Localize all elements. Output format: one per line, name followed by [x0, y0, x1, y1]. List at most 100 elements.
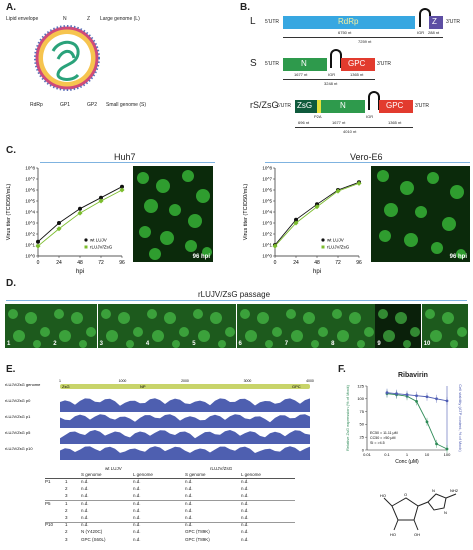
genome-s-gpc-label: GPC — [348, 59, 366, 68]
passage-tile-texture — [239, 309, 282, 348]
genome-rs-p2a-label: P2A — [314, 114, 322, 119]
virion-diagram — [34, 25, 100, 91]
y-tick-label: 10^2 — [25, 232, 35, 237]
genome-s-gpc-segment — [341, 58, 375, 71]
virion-label-envelope: Lipid envelope — [6, 16, 39, 22]
genome-l-total: 7259 nt — [358, 39, 372, 44]
panel-label-f: F. — [338, 364, 346, 375]
data-point — [119, 187, 125, 193]
x-tick-label: 1 — [406, 452, 409, 457]
svg-text:HO: HO — [390, 532, 396, 537]
x-tick-label: 0 — [37, 260, 40, 266]
genome-rs-total: 4010 nt — [343, 129, 357, 134]
table-cell: n.d. — [241, 486, 249, 492]
feature-gpc: GPC — [292, 384, 301, 389]
passage-tile: 3 — [97, 304, 144, 348]
coverage-tick-label: 1000 — [119, 379, 127, 383]
ngs-coverage: 1 1000 2000 3000 4000 ZsG NP GPC rLUJV/ZsG genom… — [5, 378, 315, 464]
table-cell: n.d. — [81, 486, 89, 492]
genome-rs: rS/ZsG 5'UTR ZsG N GPC 3'UTR P2A IGR 696… — [250, 91, 470, 130]
table-passage: P10 — [45, 522, 54, 528]
y-tick-label: 10^8 — [262, 166, 272, 171]
genome-rs-zsg-label: ZsG — [297, 101, 313, 110]
table-cell: n.d. — [185, 479, 193, 484]
table-col-2: L genome — [133, 472, 153, 477]
table-cell: GPC (T89K) — [185, 529, 210, 535]
ribavirin-structure: HO O HO OH N N NH2 — [380, 488, 459, 537]
genome-s-utr3: 3'UTR — [377, 61, 392, 67]
genome-s-n-label: N — [301, 59, 307, 68]
x-tick-label: 48 — [314, 260, 320, 266]
table-row: 2 n.d. n.d. n.d. n.d. — [45, 508, 295, 515]
table-cell: n.d. — [185, 500, 193, 506]
x-tick-label: 24 — [56, 260, 62, 266]
genome-l-rdrp-label: RdRp — [338, 17, 359, 26]
passage-title: rLUJV/ZsG passage — [198, 290, 271, 299]
genome-rs-n-segment — [321, 100, 365, 113]
passage-tile-label: 1 — [7, 341, 11, 347]
genome-l-total-line — [283, 37, 443, 38]
genome-l-utr5: 5'UTR — [265, 19, 280, 25]
x-tick-label: 48 — [77, 260, 83, 266]
genome-s: S 5'UTR N IGR GPC 3'UTR 1677 nt 1365 nt — [250, 49, 470, 82]
table-cell: n.d. — [241, 536, 249, 542]
panel-label-d: D. — [6, 278, 16, 289]
genome-s-n-segment — [283, 58, 327, 71]
table-group-rule — [45, 500, 295, 502]
table-group-r: rLUJV/ZsG — [210, 466, 233, 471]
genome-map-bar — [60, 384, 310, 389]
passage-tile-label: 8 — [331, 341, 335, 347]
table-cell: N (Y420C) — [81, 529, 103, 535]
table-cell: n.d. — [133, 536, 141, 542]
data-point — [425, 420, 429, 424]
table-cell: n.d. — [133, 529, 141, 535]
genome-s-len-n: 1677 nt — [294, 72, 308, 77]
y2-axis-label: Cell viability (ATP content, % of Mock) — [458, 384, 463, 452]
data-point — [36, 239, 40, 244]
series-line — [37, 189, 123, 247]
genome-s-igr-label: IGR — [328, 72, 336, 77]
data-point — [99, 195, 103, 200]
table-cell: n.d. — [185, 522, 193, 528]
genome-rs-utr3: 3'UTR — [415, 103, 430, 109]
y-tick-label: 10^2 — [262, 232, 272, 237]
mutation-table: wt LUJV rLUJV/ZsG S genome L genome S ge… — [45, 466, 305, 546]
series-line — [274, 182, 360, 247]
table-cell: n.d. — [133, 522, 141, 528]
y-tick-label: 125 — [357, 383, 364, 388]
genome-l-rdrp-segment — [283, 16, 415, 29]
genome-s-total: 3248 nt — [324, 81, 338, 86]
genome-l-name: L — [250, 16, 256, 27]
data-point — [415, 394, 418, 398]
virion-label-gp1: GP1 — [60, 102, 71, 108]
huh7-micrograph-texture — [137, 170, 212, 260]
svg-text:OH: OH — [414, 532, 420, 537]
passage-tile-texture — [8, 309, 50, 348]
y-tick-label: 10^1 — [262, 243, 272, 248]
table-replicate: 3 — [65, 515, 68, 520]
virion-label-small-genome: Small genome (S) — [106, 102, 147, 108]
table-row: 2 N (Y420C) n.d. GPC (T89K) n.d. — [45, 529, 295, 536]
genome-rs-len-gpc: 1365 nt — [388, 120, 402, 125]
genome-rs-igr-label: IGR — [366, 114, 374, 119]
table-cell: n.d. — [133, 500, 141, 506]
data-point — [435, 442, 438, 446]
passage-tile: 2 — [51, 304, 98, 348]
table-cell: n.d. — [241, 507, 249, 513]
feature-zsg: ZsG — [62, 384, 70, 389]
x-tick-label: 72 — [98, 260, 104, 266]
ribavirin-title: Ribavirin — [398, 372, 428, 379]
table-cell: n.d. — [133, 515, 141, 520]
passage-tile-label: 7 — [284, 341, 289, 347]
x-tick-label: 72 — [335, 260, 341, 266]
table-cell: n.d. — [185, 486, 193, 492]
panel-label-b: B. — [240, 2, 250, 13]
table-row: 3 n.d. n.d. n.d. n.d. — [45, 515, 295, 522]
table-cell: n.d. — [241, 479, 249, 484]
table-header-rule — [45, 478, 295, 479]
y-tick-label: 100 — [357, 396, 364, 401]
table-group-wt: wt LUJV — [105, 466, 122, 471]
stat-label: EC50 = 11.11 μM — [370, 431, 398, 435]
table-cell: n.d. — [81, 522, 89, 528]
legend-label-wt: wt LUJV — [327, 238, 344, 243]
